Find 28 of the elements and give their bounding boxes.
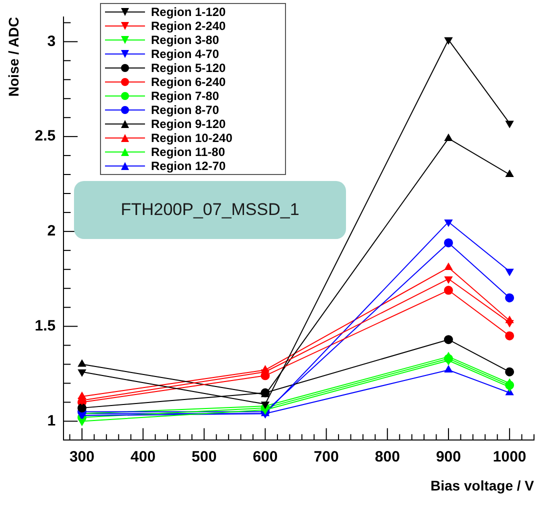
y-axis-title: Noise / ADC [5,17,22,97]
x-tick-label: 500 [192,448,217,466]
legend-label: Region 11-80 [151,145,226,159]
legend-label: Region 10-240 [151,131,232,145]
legend-label: Region 9-120 [151,117,226,131]
legend-label: Region 1-120 [151,5,226,19]
legend-label: Region 5-120 [151,61,226,75]
y-tick-label: 3 [47,32,56,50]
x-axis-title: Bias voltage / V [430,477,535,494]
y-tick-label: 2.5 [34,128,56,145]
legend-label: Region 3-80 [151,33,220,47]
rounded-box: FTH200P_07_MSSD_1 [74,181,346,239]
legend-label: Region 2-240 [151,19,226,33]
x-tick-label: 400 [130,448,156,466]
x-tick-label: 900 [436,448,461,466]
y-tick-label: 2 [47,222,56,240]
x-tick-label: 700 [314,448,339,466]
x-tick-label: 300 [69,448,94,466]
legend-label: Region 4-70 [151,47,220,61]
legend-label: Region 6-240 [151,75,226,89]
x-tick-label: 1000 [492,448,526,466]
y-tick-label: 1 [47,412,56,430]
x-tick-label: 600 [252,448,278,466]
legend-label: Region 8-70 [151,103,220,117]
legend-label: Region 7-80 [151,89,220,103]
x-tick-label: 800 [374,448,400,466]
y-tick-label: 1.5 [34,317,56,334]
legend-label: Region 12-70 [151,159,226,173]
